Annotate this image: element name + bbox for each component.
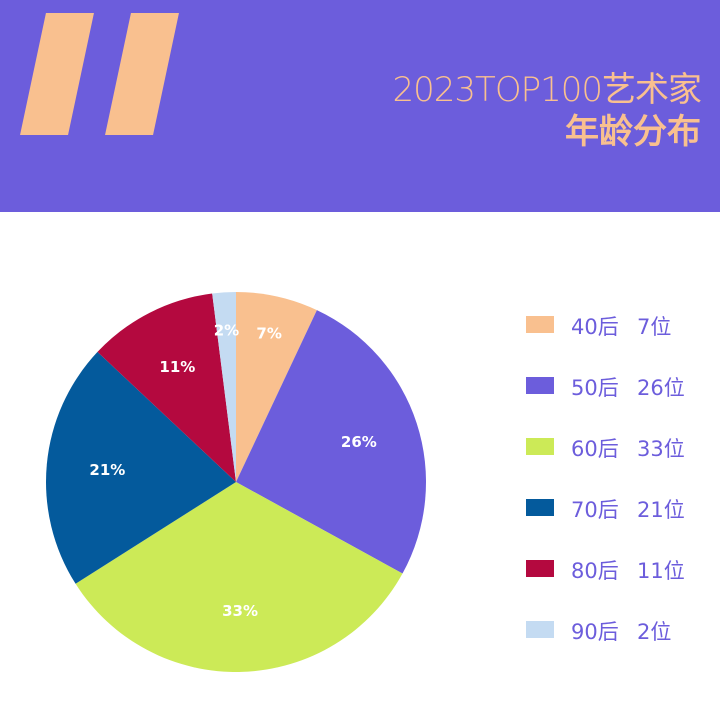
pie-slice-70后 [46, 351, 236, 584]
legend-series-count: 11位 [637, 559, 685, 583]
pie-label-50后: 26% [341, 433, 377, 451]
legend-series-count: 26位 [637, 376, 685, 400]
header-banner: 2023TOP100艺术家 年龄分布 [0, 0, 720, 212]
legend-series-count: 7位 [637, 315, 672, 339]
legend-swatch [526, 438, 554, 455]
legend-swatch [526, 560, 554, 577]
legend-series-name: 40后 [571, 315, 619, 339]
pie-label-60后: 33% [222, 602, 258, 620]
chart-title: 2023TOP100艺术家 [392, 70, 702, 110]
legend-series-name: 80后 [571, 559, 619, 583]
legend-swatch [526, 621, 554, 638]
legend-swatch [526, 377, 554, 394]
pie-slice-40后 [236, 292, 317, 482]
legend-series-count: 33位 [637, 437, 685, 461]
quote-mark-right-bar [105, 13, 179, 135]
watermark-text: 知乎 @温钦画廊 [557, 671, 704, 695]
legend-swatch [526, 316, 554, 333]
pie-label-90后: 2% [214, 321, 239, 339]
chart-subtitle: 年龄分布 [565, 112, 701, 152]
pie-label-40后: 7% [256, 325, 281, 343]
legend-series-name: 60后 [571, 437, 619, 461]
pie-slice-50后 [236, 310, 427, 574]
legend-series-count: 21位 [637, 498, 685, 522]
legend-series-name: 90后 [571, 620, 619, 644]
pie-slice-60后 [75, 482, 403, 673]
pie-slice-90后 [212, 292, 236, 482]
legend-series-count: 2位 [637, 620, 672, 644]
pie-label-70后: 21% [89, 461, 125, 479]
legend-series-name: 70后 [571, 498, 619, 522]
pie-label-80后: 11% [159, 358, 195, 376]
pie-chart: 7% 26% 33% 21% 11% 2% [46, 292, 427, 673]
quote-mark-left-bar [20, 13, 94, 135]
legend-series-name: 50后 [571, 376, 619, 400]
legend-swatch [526, 499, 554, 516]
pie-slice-80后 [97, 293, 236, 482]
